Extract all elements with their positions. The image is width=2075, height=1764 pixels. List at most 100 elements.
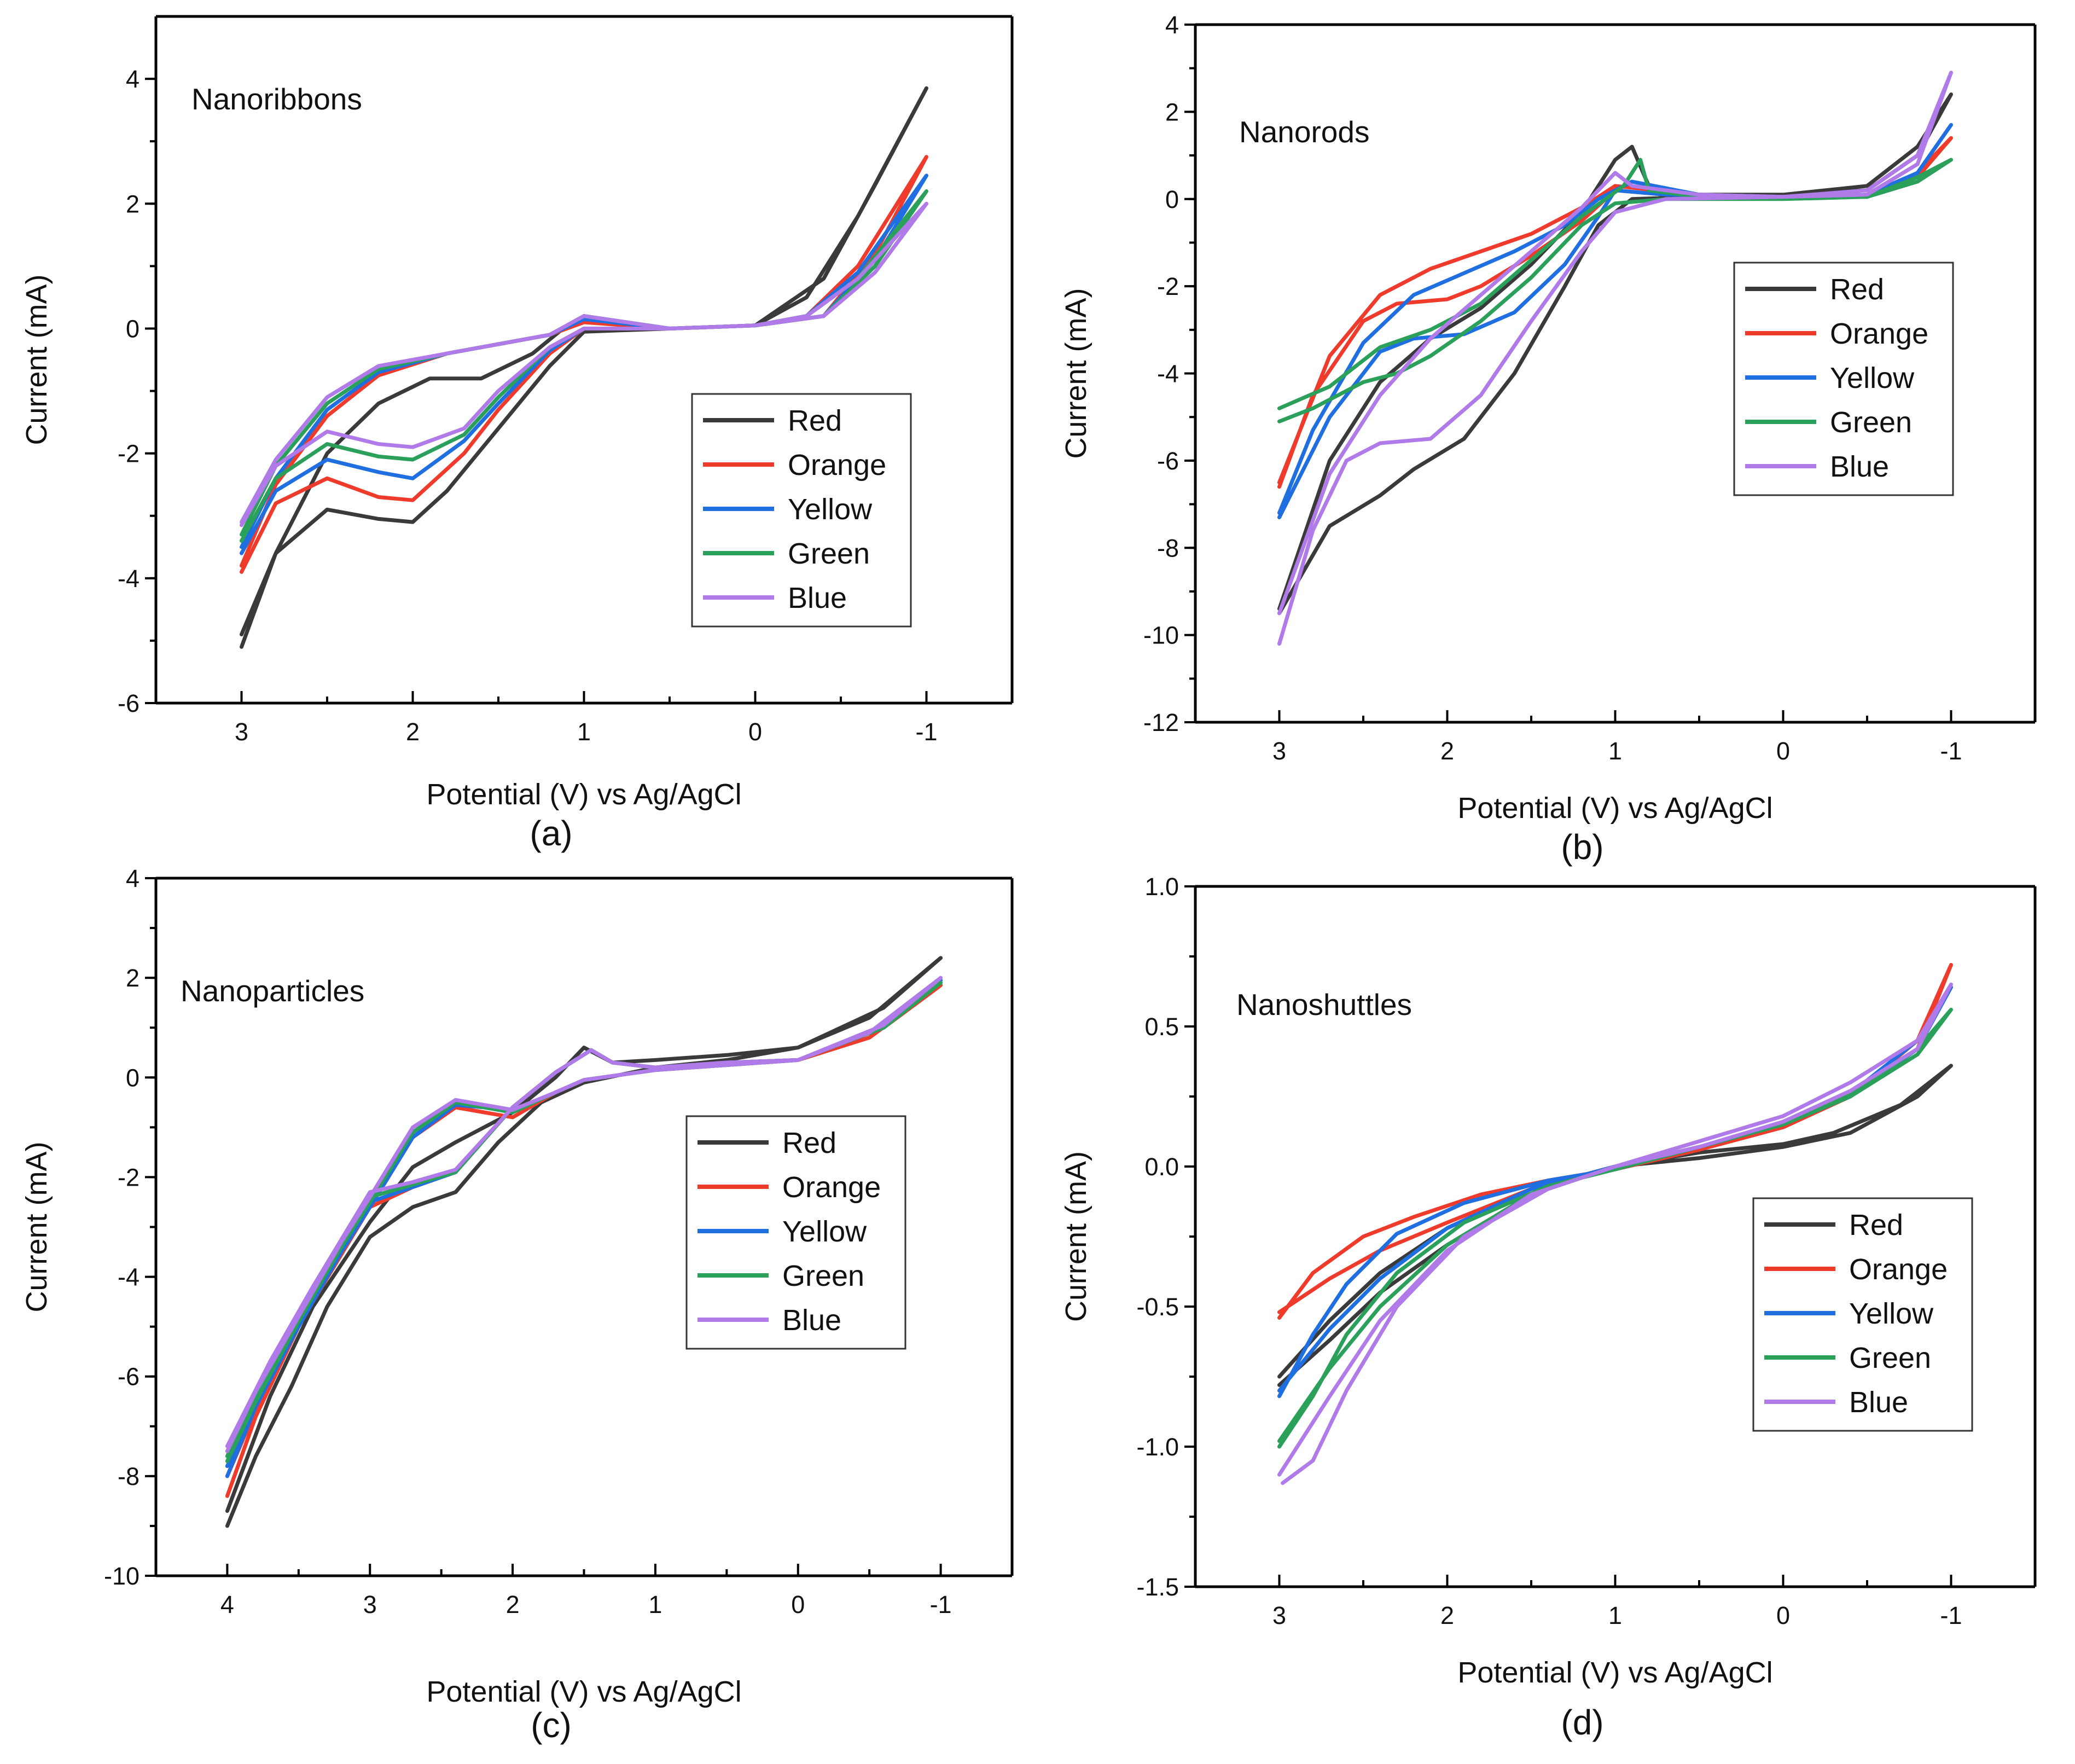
y-tick-label: -2 <box>1157 272 1179 300</box>
x-tick-label: -1 <box>930 1591 952 1618</box>
x-tick-label: 1 <box>577 718 591 746</box>
legend-label-orange: Orange <box>782 1171 881 1204</box>
legend-label-blue: Blue <box>1849 1386 1908 1419</box>
legend-label-orange: Orange <box>1849 1253 1948 1286</box>
legend-label-orange: Orange <box>1830 317 1928 350</box>
x-tick-label: 0 <box>1776 1601 1790 1629</box>
legend-label-green: Green <box>1849 1342 1931 1374</box>
y-tick-label: -10 <box>104 1562 140 1590</box>
y-tick-label: 0.0 <box>1144 1153 1179 1181</box>
x-tick-label: 3 <box>1272 1601 1286 1629</box>
x-tick-label: 0 <box>748 718 762 746</box>
series-line-blue <box>1277 982 1953 1486</box>
y-tick-label: 1.0 <box>1144 873 1179 901</box>
series-line-yellow <box>1277 123 1953 519</box>
legend-label-green: Green <box>1830 406 1912 439</box>
panel-annotation: Nanoribbons <box>191 82 362 116</box>
legend-label-blue: Blue <box>1830 450 1889 483</box>
x-tick-label: 1 <box>648 1591 662 1618</box>
x-tick-label: 3 <box>363 1591 377 1618</box>
y-tick-label: -6 <box>118 689 140 717</box>
panel-caption: (b) <box>1561 827 1603 867</box>
x-tick-label: 3 <box>235 718 248 746</box>
y-tick-label: -6 <box>118 1363 140 1391</box>
x-axis-title: Potential (V) vs Ag/AgCl <box>426 1675 741 1708</box>
panel-caption: (d) <box>1561 1703 1603 1742</box>
y-tick-label: 4 <box>126 65 140 93</box>
y-tick-label: -6 <box>1157 447 1179 475</box>
panel-annotation: Nanoshuttles <box>1236 988 1412 1022</box>
y-tick-label: -0.5 <box>1136 1293 1179 1321</box>
series-line-orange <box>1277 136 1953 489</box>
x-axis-title: Potential (V) vs Ag/AgCl <box>1457 792 1772 825</box>
legend-label-blue: Blue <box>788 582 847 614</box>
y-tick-label: 2 <box>126 964 140 992</box>
panel-b: 3 2 1 0 -1 4 2 0 -2 -4 -6 -8 -10 -12 Potential (V) vs … <box>1060 11 2037 867</box>
x-axis-title: Potential (V) vs Ag/AgCl <box>426 778 741 811</box>
series-line-green <box>1277 158 1953 423</box>
legend-label-orange: Orange <box>788 449 886 481</box>
series-line-orange <box>1277 962 1953 1320</box>
y-tick-label: -1.5 <box>1136 1573 1179 1601</box>
y-tick-label: -8 <box>1157 534 1179 562</box>
y-tick-label: -2 <box>118 440 140 468</box>
y-tick-label: 2 <box>126 190 140 218</box>
legend-label-yellow: Yellow <box>788 493 873 526</box>
panel-caption: (a) <box>530 814 572 853</box>
y-tick-label: 0 <box>126 1064 140 1092</box>
series-line-red <box>240 86 928 649</box>
legend-label-red: Red <box>1830 273 1884 306</box>
panel-caption: (c) <box>531 1705 572 1745</box>
legend-label-yellow: Yellow <box>1849 1297 1934 1330</box>
x-tick-label: 0 <box>791 1591 805 1618</box>
y-axis-title: Current (mA) <box>20 274 53 445</box>
y-tick-label: 0 <box>1165 185 1179 213</box>
y-tick-label: -4 <box>118 1263 140 1291</box>
x-tick-label: -1 <box>915 718 937 746</box>
panel-annotation: Nanoparticles <box>181 974 364 1008</box>
series-line-blue <box>225 976 943 1453</box>
series-line-red <box>225 956 943 1528</box>
y-tick-label: -8 <box>118 1463 140 1490</box>
y-tick-label: 2 <box>1165 98 1179 126</box>
legend-label-red: Red <box>1849 1209 1903 1241</box>
y-axis-title: Current (mA) <box>20 1141 53 1312</box>
panel-annotation: Nanorods <box>1239 115 1369 149</box>
y-tick-label: -1.0 <box>1136 1433 1179 1461</box>
x-axis-title: Potential (V) vs Ag/AgCl <box>1457 1656 1772 1689</box>
legend-label-yellow: Yellow <box>782 1215 867 1248</box>
x-tick-label: 2 <box>406 718 420 746</box>
y-tick-label: 0.5 <box>1144 1013 1179 1041</box>
x-tick-label: 2 <box>1440 737 1454 765</box>
panel-a: 3 2 1 0 -1 4 2 0 -2 -4 -6 Potential (V) vs Ag/AgCl C… <box>20 15 1014 853</box>
x-tick-label: 0 <box>1776 737 1790 765</box>
y-axis-title: Current (mA) <box>1060 1151 1092 1322</box>
y-tick-label: 4 <box>126 864 140 892</box>
legend-label-red: Red <box>788 404 842 437</box>
y-tick-label: -10 <box>1143 622 1179 649</box>
panel-c: 4 3 2 1 0 -1 4 2 0 -2 -4 -6 -8 -10 Potential (V) vs Ag… <box>20 864 1014 1745</box>
x-tick-label: 1 <box>1608 737 1622 765</box>
series-line-blue <box>240 201 928 527</box>
x-tick-label: -1 <box>1940 737 1962 765</box>
legend-label-green: Green <box>788 537 870 570</box>
y-tick-label: -4 <box>118 565 140 593</box>
y-tick-label: 4 <box>1165 11 1179 39</box>
legend-label-blue: Blue <box>782 1304 841 1337</box>
series-line-green <box>1277 1007 1953 1449</box>
x-tick-label: 2 <box>506 1591 520 1618</box>
y-tick-label: -2 <box>118 1163 140 1191</box>
y-tick-label: -12 <box>1143 709 1179 736</box>
x-tick-label: 3 <box>1272 737 1286 765</box>
x-tick-label: 1 <box>1608 1601 1622 1629</box>
x-tick-label: -1 <box>1940 1601 1962 1629</box>
y-axis-title: Current (mA) <box>1060 288 1092 459</box>
panel-d: 3 2 1 0 -1 1.0 0.5 0.0 -0.5 -1.0 -1.5 Potential (V)… <box>1060 873 2037 1742</box>
legend-label-green: Green <box>782 1260 864 1292</box>
legend-label-red: Red <box>782 1127 836 1159</box>
x-tick-label: 2 <box>1440 1601 1454 1629</box>
series-line-blue <box>1277 71 1953 646</box>
y-tick-label: 0 <box>126 315 140 343</box>
x-tick-label: 4 <box>220 1591 234 1618</box>
